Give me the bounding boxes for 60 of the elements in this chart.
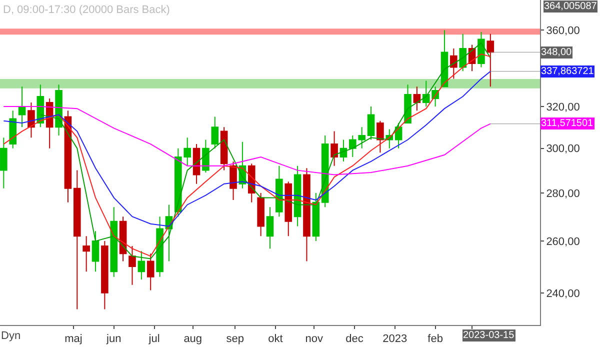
candlestick: [220, 126, 228, 171]
candlestick: [440, 30, 448, 88]
candlestick: [0, 137, 8, 189]
candlestick: [230, 160, 237, 201]
chart-title: D, 09:00-17:30 (20000 Bars Back): [3, 4, 170, 16]
candlestick: [276, 165, 283, 218]
candlestick: [312, 192, 320, 242]
x-tick-label: okt: [268, 333, 283, 346]
candlestick: [128, 246, 136, 286]
candlestick: [257, 192, 264, 237]
y-tick-label: 280,00: [546, 188, 580, 200]
candlestick: [404, 84, 412, 124]
candlestick: [192, 144, 200, 184]
line-series: [3, 106, 491, 176]
annotation: 311,571501: [541, 118, 594, 129]
candlestick: [303, 168, 310, 262]
y-tick-label: 320,00: [546, 101, 580, 114]
x-tick-label: feb: [428, 333, 443, 346]
candlestick: [330, 130, 338, 166]
text: 364,005087: [544, 1, 598, 12]
candlestick: [9, 110, 17, 149]
x-tick-label: jun: [106, 333, 122, 346]
candlestick: [156, 216, 164, 278]
candlestick: [101, 240, 108, 310]
candlestick: [376, 120, 384, 154]
candlestick: [64, 110, 72, 203]
candlestick: [28, 102, 35, 138]
x-tick-label: jul: [148, 333, 160, 346]
candlestick: [73, 170, 81, 310]
line-series: [3, 70, 491, 227]
candlestick: [138, 250, 146, 280]
candlestick: [146, 253, 154, 291]
y-tick-label: 240,00: [546, 288, 580, 300]
text: Dyn: [1, 330, 21, 342]
candlestick: [92, 230, 100, 272]
y-tick-label: 260,00: [546, 236, 580, 248]
x-tick-label: maj: [64, 333, 82, 346]
x-tick-label: dec: [346, 333, 364, 346]
annotation: 337,863721: [541, 66, 594, 77]
candlestick: [367, 106, 375, 140]
candlestick: [82, 236, 90, 272]
y-tick-label: 360,00: [546, 25, 580, 38]
text: 2023-03-15: [463, 330, 515, 341]
candlestick: [266, 206, 274, 250]
candlestick: [18, 86, 26, 128]
candlestick: [202, 139, 210, 174]
candlestick: [284, 181, 292, 237]
candlestick: [211, 116, 219, 149]
x-tick-label: aug: [184, 333, 202, 346]
x-tick-label: sep: [226, 333, 244, 346]
candlestick: [413, 86, 421, 112]
candlestick: [294, 165, 302, 227]
candlestick: [486, 33, 494, 88]
x-tick-label: nov: [305, 333, 324, 346]
candlestick: [459, 33, 467, 72]
candlestick: [450, 48, 458, 80]
x-tick-label: 2023: [382, 333, 408, 346]
candlestick: [110, 206, 118, 278]
annotation: 348,00: [541, 47, 572, 58]
y-tick-label: 300,00: [546, 143, 580, 156]
